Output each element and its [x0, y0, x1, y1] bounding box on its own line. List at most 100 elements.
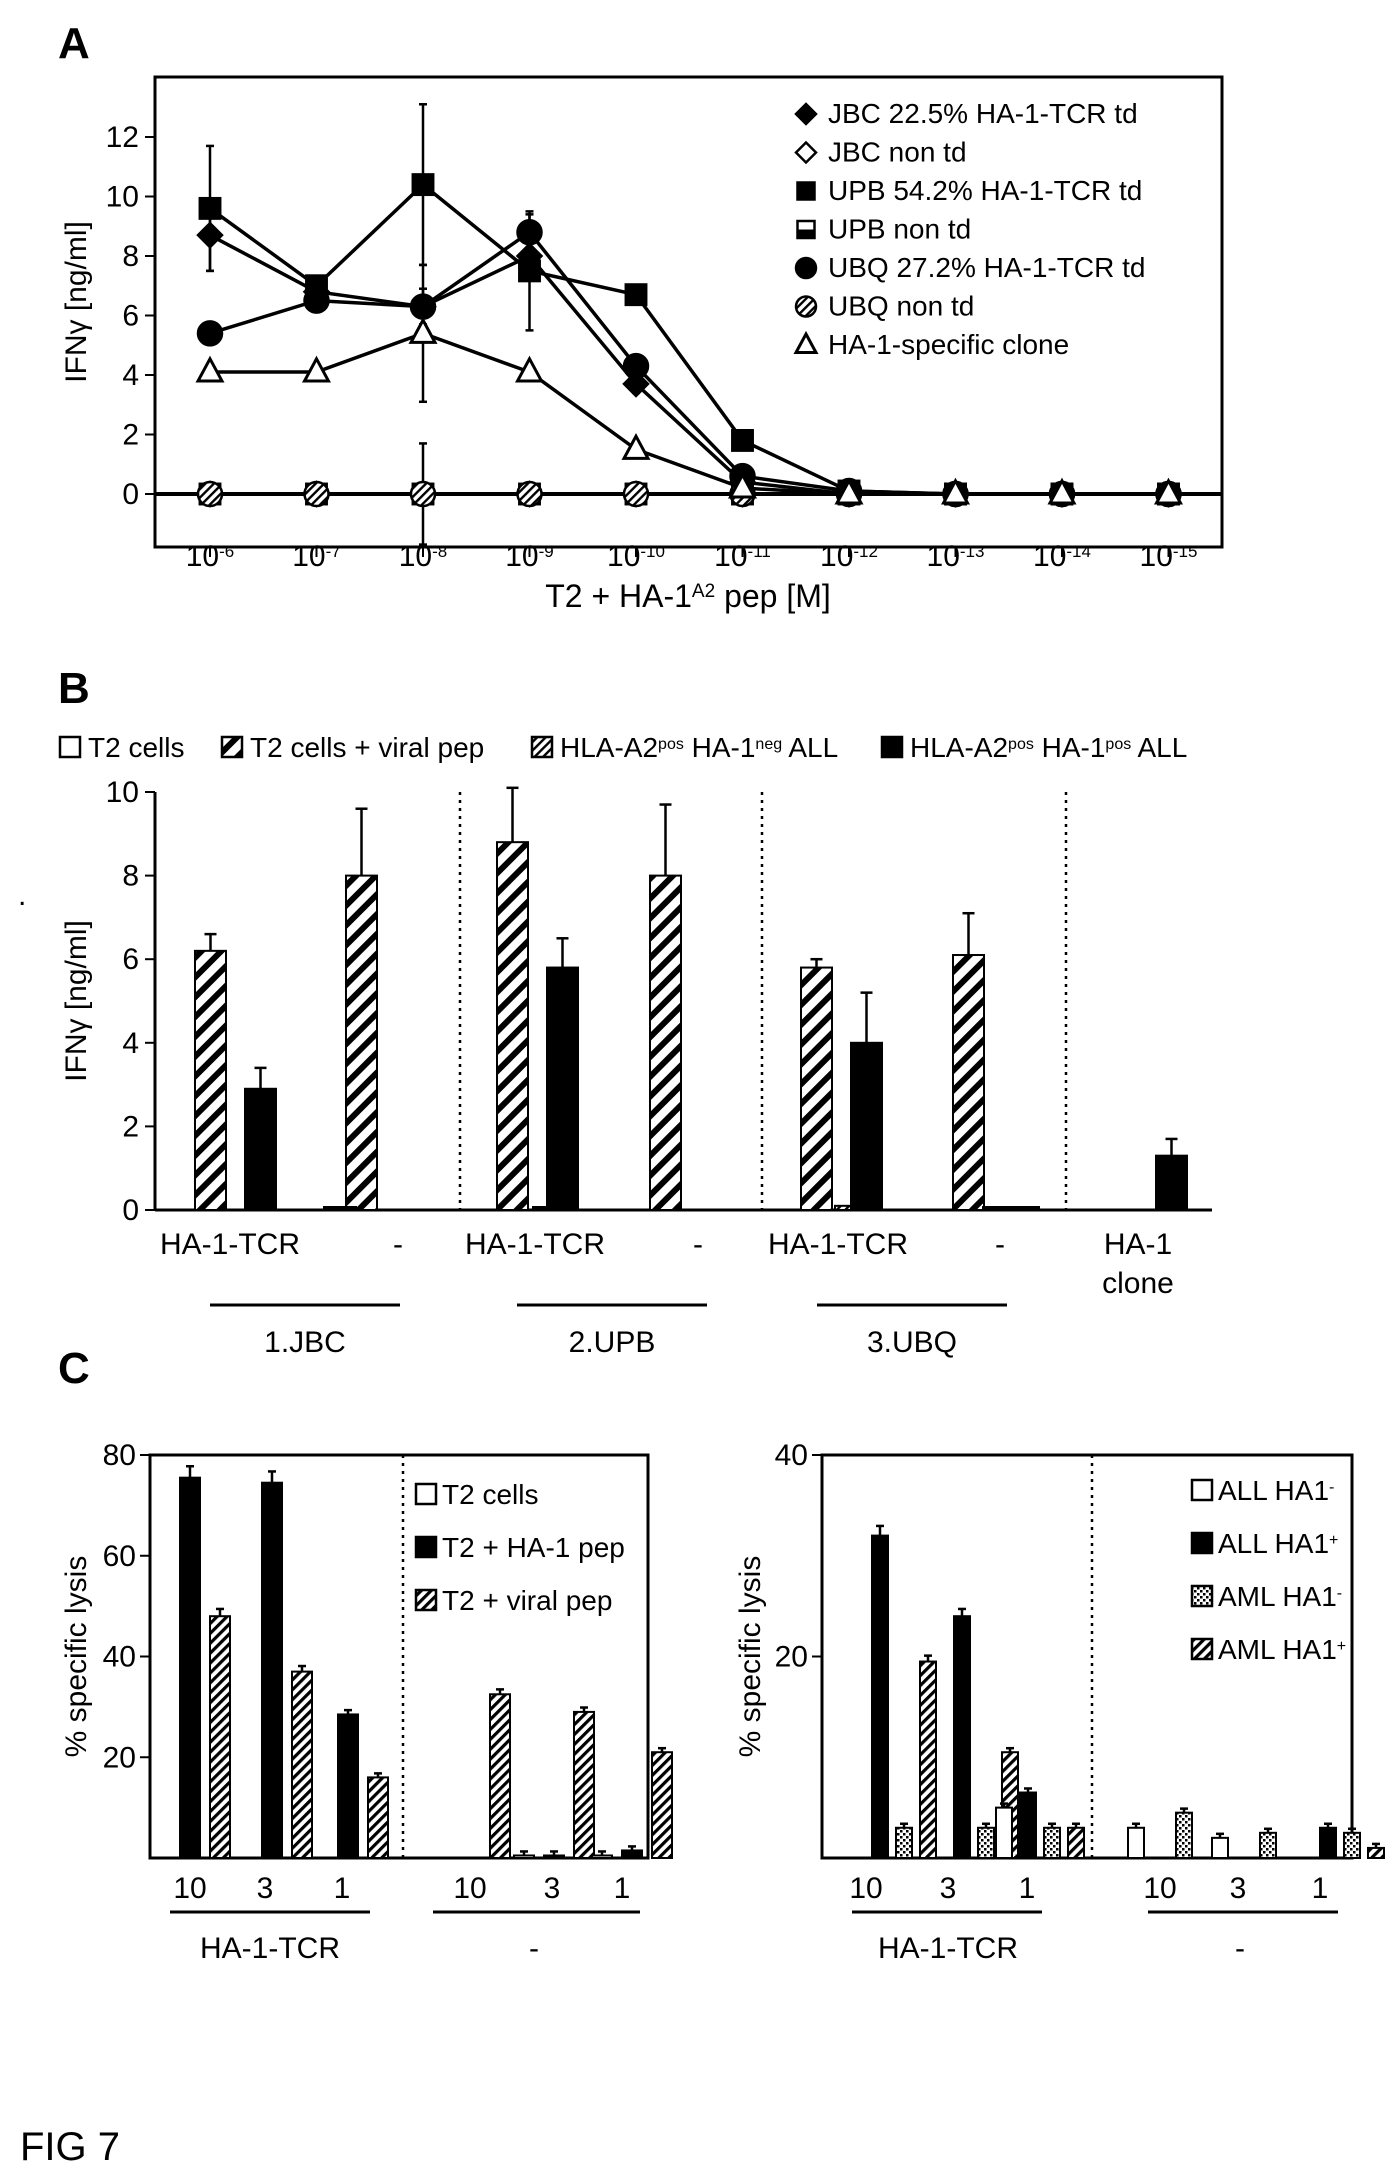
stray-mark: . [18, 879, 26, 912]
panel-c-right-bar [1259, 1831, 1277, 1859]
panel-c-right-legend-swatch [1190, 1531, 1214, 1555]
panel-b-legend-label: HLA-A2pos HA-1pos ALL [910, 732, 1187, 763]
panel-b-bar [546, 966, 579, 1211]
panel-b-y-tick-label: 4 [122, 1027, 139, 1060]
panel-b-y-tick-label: 8 [122, 860, 139, 893]
panel-a-point [622, 480, 650, 508]
panel-c-left-legend-swatch [414, 1482, 438, 1506]
panel-b-bar [345, 874, 378, 1211]
panel-a-x-tick-label: 10-14 [1033, 540, 1091, 573]
panel-c-letter: C [58, 1344, 90, 1393]
panel-c-left-y-tick-label: 60 [103, 1540, 136, 1573]
panel-b-group-label: - [393, 1228, 403, 1261]
panel-c-right-legend-swatch [1190, 1584, 1214, 1608]
panel-a-legend-marker [794, 140, 818, 165]
panel-b-group-label: - [995, 1228, 1005, 1261]
panel-a-point [1047, 477, 1077, 505]
panel-a-point [411, 173, 435, 197]
panel-c-left-legend-label: T2 + viral pep [442, 1585, 612, 1616]
panel-a-x-tick-label: 10-10 [607, 540, 665, 573]
panel-c-left-bar [543, 1854, 565, 1859]
panel-c-left-ratio-label: 10 [173, 1872, 206, 1905]
panel-a-point [514, 355, 545, 383]
panel-c-left-bar [621, 1849, 643, 1859]
panel-a-y-tick-label: 0 [122, 478, 139, 511]
panel-c-right-bar [1211, 1836, 1229, 1859]
panel-c-left-group-label: HA-1-TCR [200, 1932, 340, 1965]
panel-c-right-ratio-label: 10 [849, 1872, 882, 1905]
panel-c-right-group-label: - [1235, 1932, 1245, 1965]
panel-a-legend-marker-half [797, 229, 815, 238]
panel-a-point [301, 355, 332, 383]
panel-b-donor-label: 3.UBQ [867, 1326, 957, 1359]
panel-a-point [518, 259, 541, 283]
panel-b-legend-swatch [220, 735, 244, 759]
panel-c-right-bar [919, 1660, 937, 1859]
panel-b-y-axis-title: IFNγ [ng/ml] [60, 920, 93, 1082]
panel-b-group-label: clone [1102, 1267, 1174, 1300]
panel-a-point [622, 352, 650, 380]
panel-c-right-bar [895, 1826, 913, 1860]
panel-b-y-tick-label: 0 [122, 1194, 139, 1227]
panel-a-x-tick-label: 10-13 [927, 540, 985, 573]
panel-c-right-bar [1367, 1846, 1385, 1860]
panel-c-right-bar [1019, 1791, 1037, 1859]
panel-c-left-y-tick-label: 80 [103, 1439, 136, 1472]
panel-c-left-bar [337, 1713, 359, 1860]
panel-b-group-label: - [693, 1228, 703, 1261]
panel-c-left-bar [651, 1751, 673, 1860]
panel-c-left-bar-chart: 20 40 60 80 % specific lysis 10 3 1 10 3 1 HA-1-TCR… [60, 1439, 673, 1965]
panel-c-left-ratio-label: 1 [614, 1872, 631, 1905]
panel-a-point [408, 316, 438, 344]
panel-a-series-line [210, 331, 1169, 496]
panel-c-right-legend-swatch [1190, 1637, 1214, 1661]
panel-c-right-legend-label: ALL HA1+ [1218, 1528, 1338, 1559]
panel-a-point [196, 320, 224, 347]
panel-c-right-bar [1127, 1826, 1145, 1860]
panel-c-left-ratio-label: 3 [544, 1872, 561, 1905]
panel-c-right-legend-label: AML HA1+ [1218, 1634, 1346, 1665]
panel-a-series-6 [195, 263, 1184, 505]
panel-c-left-bar [489, 1693, 511, 1859]
panel-a-point [196, 480, 224, 508]
panel-c-right-bar [1175, 1811, 1193, 1859]
panel-c-right-ratio-label: 3 [1230, 1872, 1247, 1905]
panel-c-left-bar [179, 1476, 201, 1859]
panel-a-legend-label: UBQ 27.2% HA-1-TCR td [828, 252, 1145, 283]
panel-c-left-ratio-label: 3 [257, 1872, 274, 1905]
panel-b-legend-label: T2 cells + viral pep [250, 732, 484, 763]
panel-a-y-tick-label: 2 [122, 419, 139, 452]
panel-a-point [624, 283, 648, 307]
panel-a-legend-marker [794, 295, 818, 318]
panel-a-plot-frame [153, 75, 1224, 549]
panel-b-legend-swatch [880, 735, 904, 759]
panel-b-legend-swatch [530, 735, 554, 759]
panel-c-left-legend-swatch [414, 1588, 438, 1612]
panel-c-right-bar [977, 1826, 995, 1860]
panel-c-left-bar [591, 1854, 613, 1859]
panel-a-point [303, 480, 330, 508]
panel-a-legend-marker [796, 181, 816, 201]
panel-a-legend-label: JBC non td [828, 137, 967, 168]
panel-a-point [727, 471, 758, 499]
panel-b-letter: B [58, 664, 90, 713]
panel-a-point [516, 480, 543, 508]
panel-b-legend-swatch [58, 735, 82, 759]
panel-c-left-bar [291, 1670, 313, 1860]
panel-a-x-tick-label: 10-6 [186, 540, 235, 573]
panel-c-right-bar [1043, 1826, 1061, 1860]
panel-c-left-legend-label: T2 cells [442, 1479, 538, 1510]
panel-c-right-bar [1067, 1826, 1085, 1860]
panel-a-point [195, 355, 225, 383]
panel-c-left-group-label: - [529, 1932, 539, 1965]
panel-b-group-label: HA-1-TCR [465, 1228, 605, 1261]
panel-a-point [622, 370, 650, 398]
panel-c-right-legend-label: AML HA1- [1218, 1581, 1342, 1612]
panel-b-zero-bar [532, 1206, 566, 1210]
panel-c-right-ratio-label: 1 [1019, 1872, 1036, 1905]
panel-c-left-ratio-label: 1 [334, 1872, 351, 1905]
panel-a-y-tick-label: 4 [122, 359, 139, 392]
panel-a-point [1153, 477, 1184, 505]
